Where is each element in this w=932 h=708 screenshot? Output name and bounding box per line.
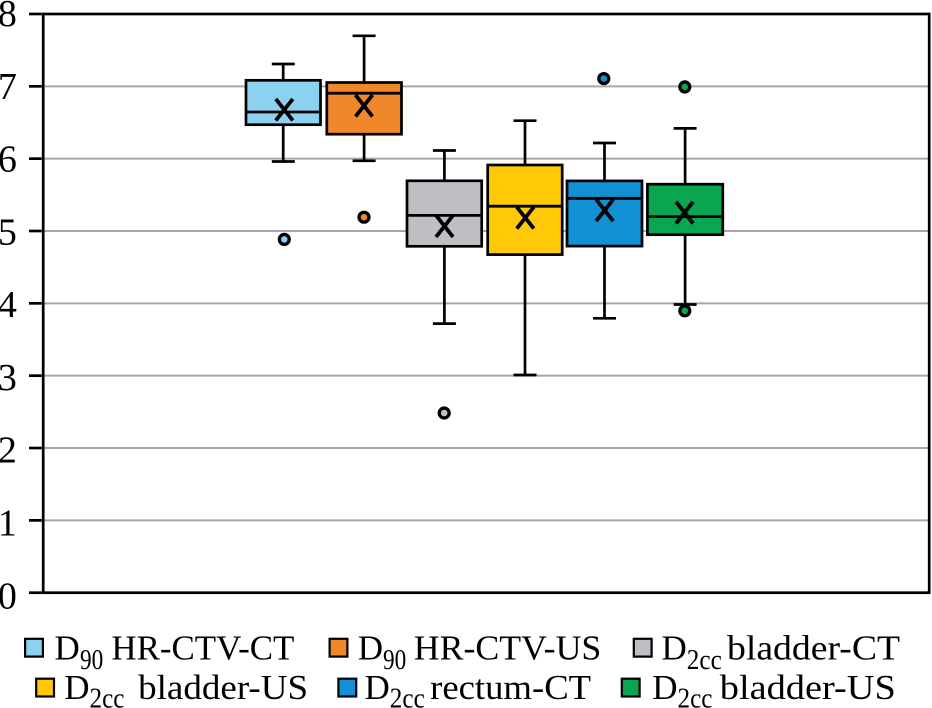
svg-text:D: D <box>652 668 677 707</box>
svg-text:6: 6 <box>0 139 17 181</box>
svg-text:bladder-US: bladder-US <box>138 668 308 707</box>
svg-text:8: 8 <box>0 0 17 35</box>
svg-text:D: D <box>64 668 89 707</box>
svg-text:bladder-CT: bladder-CT <box>727 628 900 667</box>
svg-text:2: 2 <box>0 430 17 472</box>
svg-text:HR-CTV-US: HR-CTV-US <box>414 628 602 667</box>
svg-text:2cc: 2cc <box>390 682 425 708</box>
svg-text:3: 3 <box>0 357 17 399</box>
svg-text:7: 7 <box>0 66 17 108</box>
svg-text:rectum-CT: rectum-CT <box>430 668 591 707</box>
svg-text:2cc: 2cc <box>687 644 722 676</box>
svg-text:2cc: 2cc <box>90 682 125 708</box>
svg-text:1: 1 <box>0 503 17 545</box>
svg-text:4: 4 <box>0 284 17 326</box>
svg-text:2cc: 2cc <box>678 682 713 708</box>
svg-text:5: 5 <box>0 211 17 253</box>
svg-text:D: D <box>662 628 687 667</box>
svg-text:90: 90 <box>80 644 103 676</box>
svg-text:HR-CTV-CT: HR-CTV-CT <box>111 628 294 667</box>
svg-text:0: 0 <box>0 575 17 617</box>
svg-text:bladder-US: bladder-US <box>720 668 896 707</box>
svg-text:D: D <box>358 628 383 667</box>
svg-text:90: 90 <box>383 644 406 676</box>
svg-text:D: D <box>55 628 80 667</box>
svg-text:D: D <box>365 668 390 707</box>
